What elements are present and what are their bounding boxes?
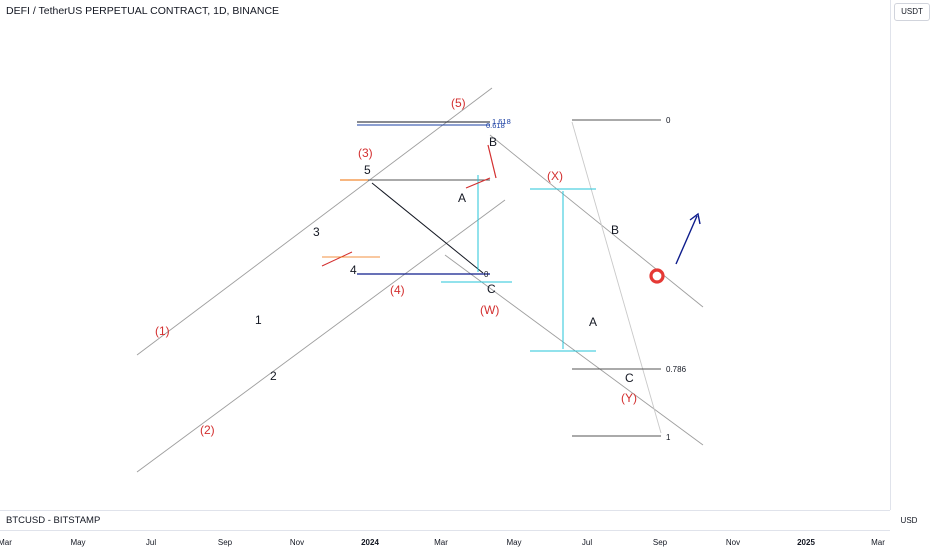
wave-label-y: (Y): [621, 391, 637, 405]
target-circle-icon: [649, 268, 665, 284]
wave-label-5: (5): [451, 96, 466, 110]
arrow-head: [689, 212, 701, 225]
time-tick-label: Jul: [582, 538, 592, 547]
wave-label-4: 4: [350, 263, 357, 277]
chart-pane[interactable]: BULLISH LEVEL(1)(2)(3)(4)(5)(W)(X)(Y)123…: [0, 0, 890, 510]
correction-channel-lower: [444, 254, 704, 446]
price-scale-canvas: 2,200.02,000.01,800.01,600.01,450.01,300…: [891, 0, 932, 510]
sub-pane-label: BTCUSD - BITSTAMP: [6, 515, 101, 526]
time-tick-label: Nov: [290, 538, 304, 547]
time-tick-label: May: [506, 538, 521, 547]
wave-label-1: (1): [155, 324, 170, 338]
price-scale[interactable]: 2,200.02,000.01,800.01,600.01,450.01,300…: [890, 0, 932, 510]
wave-label-2: (2): [200, 423, 215, 437]
wave-label-1: 1: [255, 313, 262, 327]
time-tick-label: Jul: [146, 538, 156, 547]
wave-label-a: A: [589, 315, 597, 329]
wave-label-c: C: [625, 371, 634, 385]
fib-label: 0.786: [666, 365, 687, 374]
labels-layer: BULLISH LEVEL(1)(2)(3)(4)(5)(W)(X)(Y)123…: [155, 96, 687, 442]
wave-label-2: 2: [270, 369, 277, 383]
wave-label-b: B: [611, 223, 619, 237]
wave-label-5: 5: [364, 163, 371, 177]
wave-label-c: C: [487, 282, 496, 296]
wave-a-red-line: [465, 177, 491, 189]
wave-label-4: (4): [390, 283, 405, 297]
impulse-channel-lower: [136, 199, 506, 473]
drawings-layer: [136, 87, 704, 473]
time-tick-label: Mar: [871, 538, 885, 547]
wave-label-x: (X): [547, 169, 563, 183]
fib-extension-diagonal: [571, 121, 662, 434]
fib-label: 1.618: [492, 117, 511, 126]
wave-label-3: (3): [358, 146, 373, 160]
time-scale[interactable]: Mar May Jul Sep Nov 2024 Mar May Jul Sep Nov 2025 Ma…: [0, 530, 890, 551]
time-tick-label: Mar: [434, 538, 448, 547]
symbol-title: DEFI / TetherUS PERPETUAL CONTRACT, 1D, …: [6, 5, 280, 17]
time-tick-label: Sep: [653, 538, 668, 547]
wave4-diagonal: [371, 182, 484, 274]
fib-label: 0.618: [486, 121, 505, 130]
time-tick-label: Nov: [726, 538, 740, 547]
fib-label: 0: [484, 270, 489, 279]
time-tick-label: 2025: [797, 538, 815, 547]
wave-label-3: 3: [313, 225, 320, 239]
wave-label-b: B: [489, 135, 497, 149]
up-right-arrow-icon: [675, 212, 701, 265]
impulse-channel-upper: [136, 87, 493, 356]
arrow-shaft: [675, 215, 698, 265]
wave-label-w: (W): [480, 303, 499, 317]
chart-canvas[interactable]: BULLISH LEVEL(1)(2)(3)(4)(5)(W)(X)(Y)123…: [0, 0, 890, 510]
time-tick-label: 2024: [361, 538, 379, 547]
currency-button[interactable]: USDT: [894, 3, 930, 21]
sub-pane[interactable]: BTCUSD - BITSTAMP: [0, 510, 890, 531]
time-scale-canvas: Mar May Jul Sep Nov 2024 Mar May Jul Sep Nov 2025 Ma…: [0, 538, 885, 547]
wave-b-red-line: [487, 144, 497, 179]
time-tick-label: Mar: [0, 538, 12, 547]
correction-channel-upper: [489, 134, 704, 308]
sub-currency-button[interactable]: USD: [900, 516, 918, 525]
wave-label-a: A: [458, 191, 466, 205]
fib-label: 1: [666, 433, 671, 442]
wave4-red-line: [321, 251, 353, 267]
fib-label: 0: [666, 116, 671, 125]
time-tick-label: May: [70, 538, 85, 547]
time-tick-label: Sep: [218, 538, 233, 547]
